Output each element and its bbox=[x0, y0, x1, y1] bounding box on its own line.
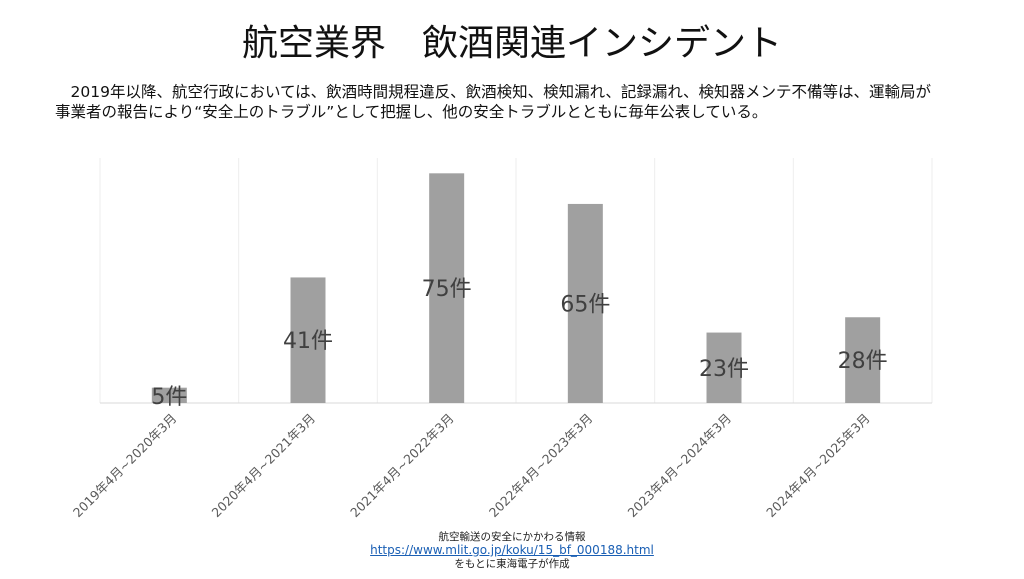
data-label: 23件 bbox=[699, 357, 749, 382]
data-label: 41件 bbox=[283, 329, 333, 354]
source-footer: 航空輸送の安全にかかわる情報 https://www.mlit.go.jp/ko… bbox=[0, 531, 1024, 571]
bar bbox=[845, 317, 881, 403]
data-label: 5件 bbox=[151, 385, 187, 410]
x-tick-label: 2022年4月~2023年3月 bbox=[486, 411, 596, 521]
bar bbox=[429, 173, 465, 403]
x-tick-label: 2019年4月~2020年3月 bbox=[70, 411, 180, 521]
x-tick-label: 2021年4月~2022年3月 bbox=[347, 411, 457, 521]
bar bbox=[151, 387, 187, 403]
page-title: 航空業界 飲酒関連インシデント bbox=[241, 23, 782, 64]
data-label: 75件 bbox=[422, 277, 472, 302]
data-label: 65件 bbox=[560, 292, 610, 317]
description-line: 事業者の報告により“安全上のトラブル”として把握し、他の安全トラブルとともに毎年… bbox=[55, 103, 768, 121]
bar bbox=[567, 203, 603, 403]
x-tick-label: 2024年4月~2025年3月 bbox=[763, 411, 873, 521]
data-label: 28件 bbox=[838, 349, 888, 374]
source-link[interactable]: https://www.mlit.go.jp/koku/15_bf_000188… bbox=[370, 543, 654, 557]
bar bbox=[290, 277, 326, 403]
bar bbox=[706, 332, 742, 403]
x-tick-label: 2020年4月~2021年3月 bbox=[209, 411, 319, 521]
source-title: 航空輸送の安全にかかわる情報 bbox=[438, 531, 586, 543]
source-note: をもとに東海電子が作成 bbox=[454, 558, 570, 570]
description: 2019年以降、航空行政においては、飲酒時間規程違反、飲酒検知、検知漏れ、記録漏… bbox=[55, 82, 1005, 122]
description-line: 2019年以降、航空行政においては、飲酒時間規程違反、飲酒検知、検知漏れ、記録漏… bbox=[55, 83, 932, 101]
x-tick-label: 2023年4月~2024年3月 bbox=[625, 411, 735, 521]
